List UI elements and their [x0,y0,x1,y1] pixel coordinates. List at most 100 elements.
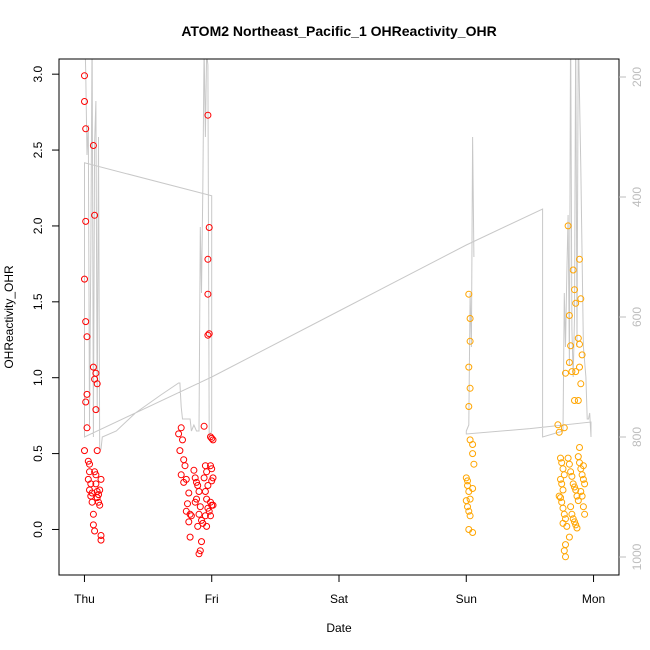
data-point [96,501,104,509]
data-point [190,466,198,474]
data-point [465,403,473,410]
data-point [89,142,97,149]
data-point [581,480,589,488]
data-point [469,529,477,536]
y-tick-label: 3.0 [31,66,45,83]
data-point [92,406,100,414]
data-point [187,512,195,520]
data-point [571,286,578,294]
y-tick-label: 2.5 [31,141,45,158]
data-point [555,492,563,500]
data-point [83,390,91,398]
data-point [204,290,212,298]
data-point [565,460,573,468]
y-tick-label: 0.5 [31,445,45,462]
data-point [560,424,568,432]
x-tick-label: Sat [330,592,349,606]
data-point [191,498,199,506]
data-point [177,471,185,479]
data-point [208,477,216,485]
data-point [93,447,101,455]
data-point [204,111,212,119]
data-point [466,495,474,503]
data-point [92,480,100,488]
data-point [201,512,209,520]
data-point [92,471,100,479]
data-point [572,521,580,529]
data-point [89,510,97,518]
data-point [577,380,585,388]
data-point [554,421,562,429]
x-tick-label: Fri [205,592,219,606]
data-point [209,501,217,509]
data-point [578,351,586,359]
data-point [562,553,569,561]
data-point [81,447,88,455]
y-tick-label: 2.0 [31,217,45,234]
data-point [560,510,568,518]
data-point [81,72,88,80]
data-point [576,340,583,348]
data-point [572,368,580,376]
axes-layer: Thu Fri Sat Sun Mon 0.0 0.5 1.0 1.5 2.0 2.5 3.0 200 4… [31,58,644,606]
data-point [564,222,572,230]
data-point [574,497,582,505]
y-tick-label: 0.0 [31,521,45,538]
data-point [563,522,571,530]
data-point [568,510,576,518]
data-point [569,266,577,274]
data-point [573,524,581,532]
data-point [567,468,575,476]
data-point [91,211,99,219]
data-point [469,441,477,448]
data-point [179,436,186,444]
data-point [185,489,193,497]
data-point [96,486,104,494]
data-point [555,428,563,436]
data-point [181,462,189,470]
x-tick-label: Mon [582,592,605,606]
right-y-tick-label: 200 [630,67,644,87]
data-point [195,550,203,558]
data-point [175,430,183,438]
data-point [83,424,91,432]
data-point [186,510,194,518]
data-point [82,125,90,133]
data-point [579,475,587,483]
data-point [86,468,93,476]
data-point [576,444,583,451]
data-point [186,533,194,541]
y-axis-label: OHReactivity_OHR [2,265,16,369]
data-point [470,460,478,468]
data-point [81,98,88,105]
data-point [464,477,471,485]
data-point [198,538,205,546]
data-point [204,331,212,339]
data-point [577,295,585,303]
data-point [569,480,577,488]
data-point [567,342,575,350]
data-point [577,488,585,495]
data-point [574,397,582,404]
data-point [579,462,587,470]
data-point [82,217,90,225]
data-point [184,500,191,508]
data-point [207,512,214,520]
data-point [204,255,212,263]
data-point [191,474,199,482]
data-point [557,475,564,483]
data-point [193,478,200,486]
data-point [465,290,473,298]
data-points-layer [81,72,589,561]
data-point [559,486,567,494]
data-point [581,510,589,518]
data-point [568,368,576,376]
data-point [200,422,208,430]
data-point [88,489,96,497]
chart-title: ATOM2 Northeast_Pacific_1 OHReactivity_O… [181,23,496,39]
data-point [464,503,471,511]
data-point [579,503,587,511]
data-point [208,434,216,442]
